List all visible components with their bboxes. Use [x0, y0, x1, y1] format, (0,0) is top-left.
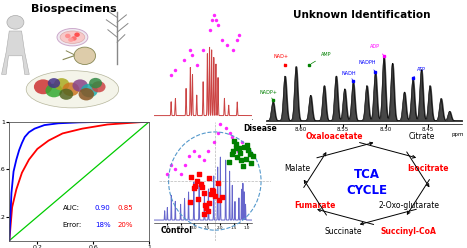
Point — [214, 181, 221, 185]
Point — [225, 160, 233, 164]
Circle shape — [78, 88, 94, 100]
Circle shape — [71, 36, 77, 41]
Polygon shape — [1, 31, 29, 74]
Text: CYCLE: CYCLE — [346, 185, 387, 197]
Point — [191, 184, 199, 187]
Text: 18%: 18% — [95, 221, 110, 227]
Text: Malate: Malate — [284, 164, 311, 173]
Text: 20%: 20% — [117, 221, 133, 227]
Point — [232, 146, 240, 150]
Text: Isocitrate: Isocitrate — [407, 164, 449, 173]
Circle shape — [63, 82, 79, 96]
Circle shape — [81, 84, 98, 97]
Point — [193, 179, 200, 183]
Circle shape — [74, 47, 96, 64]
Point — [196, 172, 203, 176]
Point — [234, 155, 241, 159]
Point — [187, 175, 195, 179]
Point — [201, 203, 209, 207]
Circle shape — [72, 79, 88, 92]
Point — [246, 152, 254, 156]
Text: AMP: AMP — [311, 52, 331, 64]
Point — [205, 201, 213, 205]
Circle shape — [68, 37, 74, 42]
Point — [204, 209, 212, 213]
Text: Unknown Identification: Unknown Identification — [293, 10, 431, 20]
Text: ATP: ATP — [413, 66, 426, 78]
Circle shape — [92, 81, 106, 93]
Point — [215, 198, 223, 202]
Point — [205, 176, 213, 180]
Circle shape — [89, 78, 102, 88]
Text: Biospecimens: Biospecimens — [31, 4, 117, 14]
Point — [197, 182, 205, 186]
Ellipse shape — [26, 71, 119, 108]
Text: NADH: NADH — [341, 71, 356, 81]
Text: NADPH: NADPH — [358, 60, 375, 71]
Text: Oxaloacetate: Oxaloacetate — [305, 132, 363, 141]
Text: TCA: TCA — [354, 168, 380, 181]
Circle shape — [59, 89, 73, 100]
Point — [218, 195, 226, 199]
Point — [245, 148, 252, 152]
Point — [239, 164, 247, 168]
Point — [243, 143, 251, 147]
Point — [207, 192, 214, 196]
Text: NAD+: NAD+ — [273, 54, 288, 65]
Circle shape — [54, 78, 70, 91]
Ellipse shape — [57, 29, 88, 46]
Point — [194, 197, 202, 201]
Text: 2-Oxo-glutarate: 2-Oxo-glutarate — [378, 201, 439, 210]
Text: ppm: ppm — [452, 132, 464, 137]
Point — [200, 212, 207, 216]
Point — [238, 158, 245, 162]
Point — [211, 194, 219, 198]
Text: Citrate: Citrate — [409, 132, 435, 141]
Point — [249, 154, 256, 158]
Text: Succinate: Succinate — [325, 227, 362, 236]
Point — [190, 186, 198, 190]
Point — [210, 189, 217, 193]
Point — [228, 152, 235, 156]
Point — [241, 145, 248, 149]
Circle shape — [65, 34, 71, 38]
Point — [200, 191, 207, 195]
Circle shape — [45, 84, 63, 97]
Text: Disease: Disease — [243, 124, 276, 133]
Text: 0.85: 0.85 — [117, 205, 133, 211]
Circle shape — [48, 78, 60, 88]
Text: ADP: ADP — [370, 44, 384, 56]
Point — [203, 206, 210, 210]
Point — [242, 157, 249, 161]
Circle shape — [74, 32, 80, 37]
Text: Succinyl-CoA: Succinyl-CoA — [381, 227, 437, 236]
Circle shape — [7, 15, 24, 29]
Point — [229, 149, 237, 153]
Point — [186, 200, 193, 204]
Point — [235, 146, 242, 150]
Point — [236, 151, 244, 155]
Point — [231, 139, 238, 143]
Circle shape — [34, 79, 52, 94]
Text: NADP+: NADP+ — [260, 90, 278, 100]
Point — [248, 161, 255, 165]
Text: Control: Control — [161, 226, 193, 235]
Point — [198, 185, 206, 189]
Ellipse shape — [60, 31, 85, 43]
Text: Fumarate: Fumarate — [294, 201, 335, 210]
Point — [208, 188, 216, 192]
Text: Error:: Error: — [63, 221, 82, 227]
Text: AUC:: AUC: — [63, 205, 79, 211]
Text: 0.90: 0.90 — [95, 205, 111, 211]
Point — [232, 142, 240, 146]
